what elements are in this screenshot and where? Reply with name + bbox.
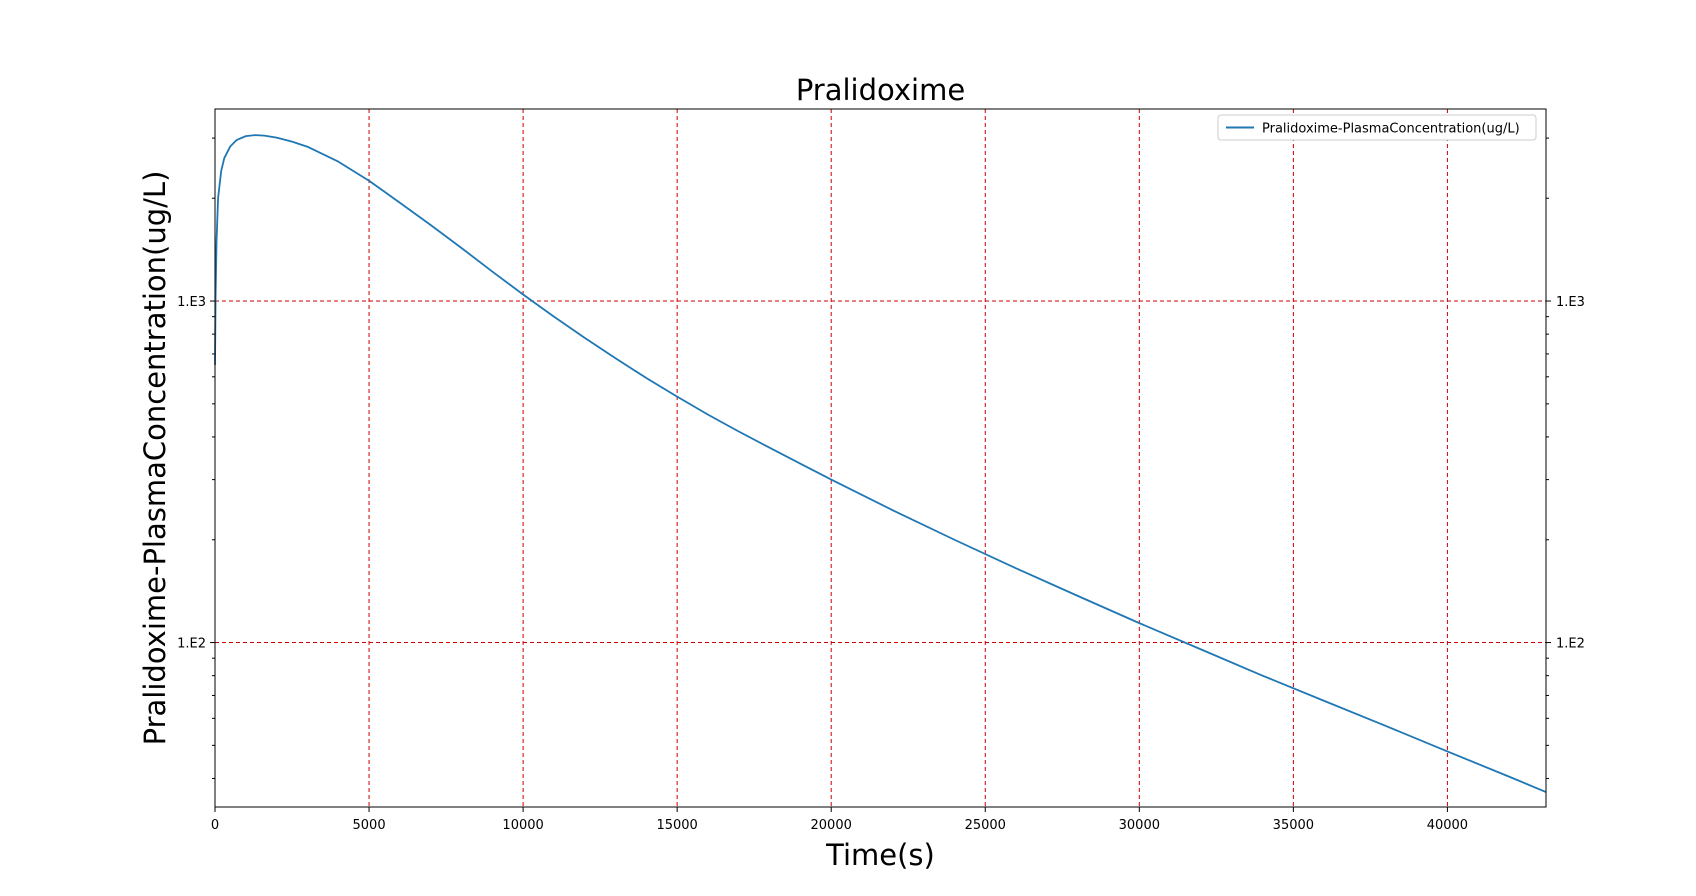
grid-lines [215,109,1546,807]
x-tick-label: 40000 [1427,818,1468,833]
plot-lines [214,134,1547,793]
series-line [214,134,1547,793]
x-tick-label: 10000 [502,818,543,833]
x-tick-label: 30000 [1119,818,1160,833]
y-tick-label-left: 1.E2 [177,637,206,652]
x-tick-label: 0 [211,818,219,833]
x-tick-label: 25000 [965,818,1006,833]
plot-frame [214,108,1547,808]
y-tick-label-right: 1.E3 [1556,295,1585,310]
x-axis-ticks: 0 5000 10000 15000 20000 25000 30000 35000 40000 [211,807,1468,833]
legend-box [1217,114,1537,141]
y-tick-label-left: 1.E3 [177,295,206,310]
x-axis-label: Time(s) [825,838,935,872]
y-tick-label-right: 1.E2 [1556,637,1585,652]
x-tick-label: 15000 [656,818,697,833]
y-axis-ticks: 1.E2 1.E2 1.E3 1.E3 [177,295,1585,652]
x-tick-label: 5000 [353,818,386,833]
legend: Pralidoxime-PlasmaConcentration(ug/L) [1217,114,1537,141]
x-tick-label: 35000 [1273,818,1314,833]
legend-entry-label: Pralidoxime-PlasmaConcentration(ug/L) [1262,122,1520,137]
y-axis-label: Pralidoxime-PlasmaConcentration(ug/L) [138,171,172,746]
x-tick-label: 20000 [811,818,852,833]
chart-title: Pralidoxime [796,73,965,107]
